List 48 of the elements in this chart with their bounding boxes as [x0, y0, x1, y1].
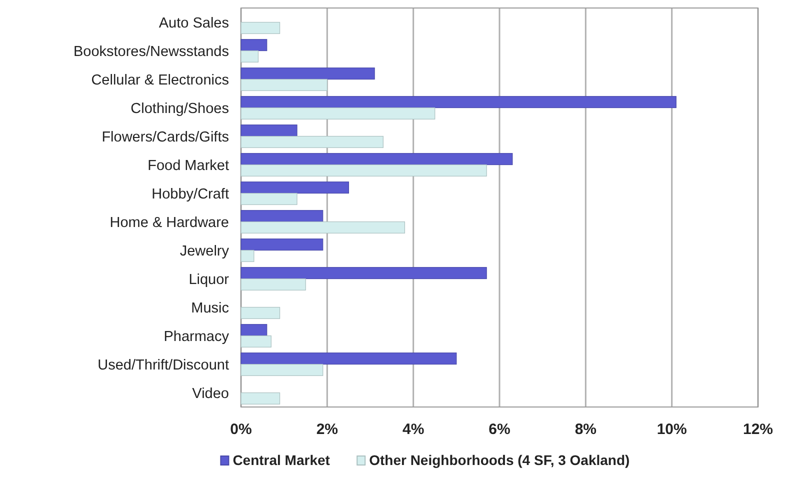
bar	[240, 107, 436, 120]
y-tick-label: Used/Thrift/Discount	[98, 357, 229, 374]
legend-label: Central Market	[232, 452, 330, 468]
bar	[240, 250, 254, 262]
bar	[240, 164, 487, 176]
x-tick-label: 6%	[488, 421, 510, 438]
bar	[240, 153, 513, 166]
bar	[240, 96, 676, 108]
bar	[240, 124, 298, 137]
y-tick-label: Clothing/Shoes	[130, 100, 229, 117]
y-tick-label: Jewelry	[180, 243, 230, 260]
bar	[240, 22, 280, 34]
bar	[240, 306, 280, 319]
y-tick-label: Music	[191, 300, 229, 316]
y-tick-label: Flowers/Cards/Gifts	[102, 129, 229, 146]
y-tick-label: Food Market	[148, 158, 229, 174]
bar	[240, 352, 457, 365]
x-tick-label: 10%	[656, 421, 687, 438]
bar	[240, 335, 272, 348]
x-tick-label: 4%	[402, 421, 424, 438]
bar	[240, 50, 259, 62]
y-tick-label: Auto Sales	[158, 15, 229, 32]
bar	[240, 364, 324, 376]
bar	[240, 136, 384, 148]
legend-label: Other Neighborhoods (4 SF, 3 Oakland)	[369, 452, 630, 468]
bar	[240, 324, 268, 336]
bar	[240, 210, 324, 222]
y-tick-label: Pharmacy	[164, 328, 230, 345]
y-tick-label: Bookstores/Newsstands	[73, 44, 229, 60]
bar	[240, 278, 306, 290]
x-tick-label: 12%	[742, 421, 774, 438]
y-tick-label: Video	[192, 386, 229, 402]
bar	[240, 221, 406, 234]
y-tick-label: Home & Hardware	[110, 214, 229, 231]
y-tick-label: Liquor	[188, 272, 230, 288]
x-tick-label: 2%	[316, 421, 338, 438]
y-tick-label: Hobby/Craft	[152, 186, 229, 202]
bar	[240, 78, 328, 91]
x-tick-label: 0%	[230, 421, 252, 438]
bar	[240, 39, 268, 52]
bar	[240, 238, 324, 251]
bar	[240, 267, 487, 280]
bar	[240, 68, 375, 80]
bar	[240, 192, 298, 205]
x-tick-label: 8%	[574, 421, 597, 438]
y-tick-label: Cellular & Electronics	[91, 72, 229, 88]
bar	[240, 182, 350, 194]
bar	[240, 392, 280, 404]
